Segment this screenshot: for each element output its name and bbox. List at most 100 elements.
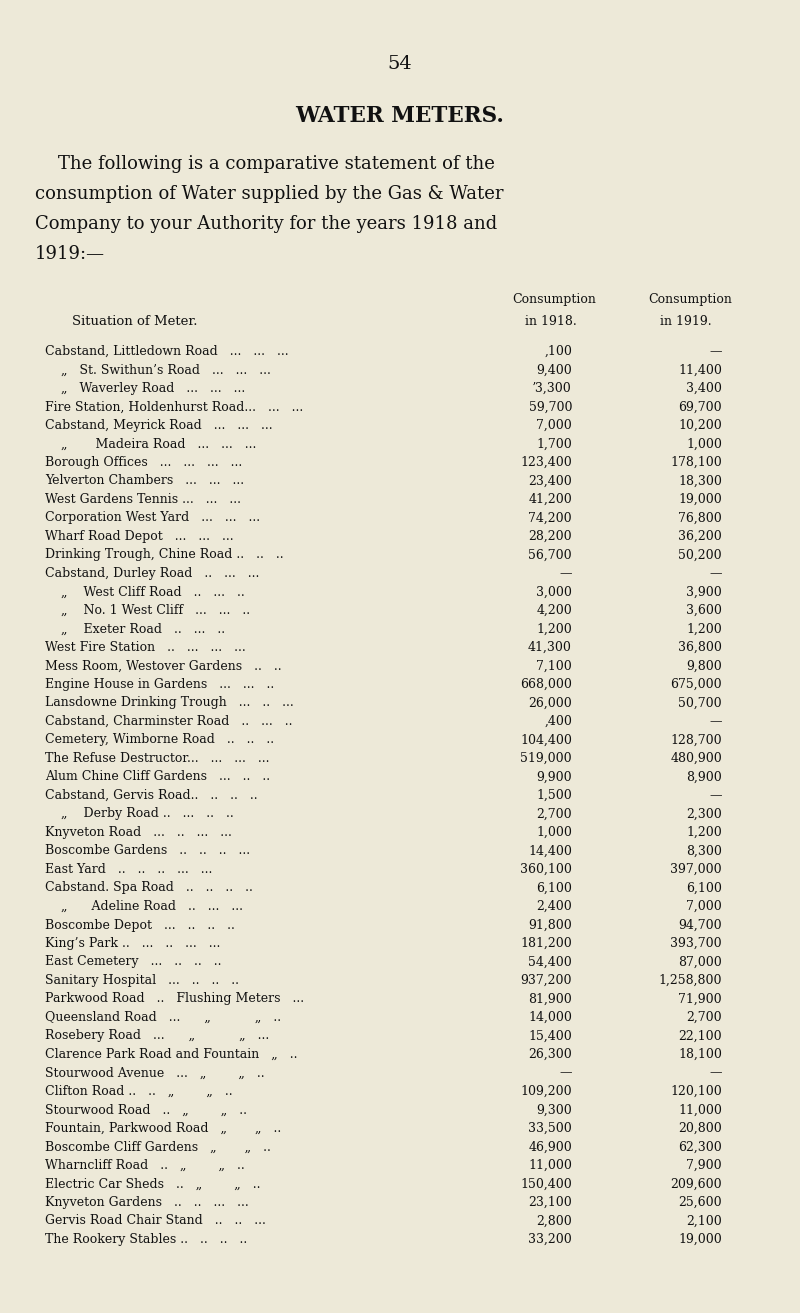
Text: „    Derby Road ..   ...   ..   ..: „ Derby Road .. ... .. ..	[45, 807, 234, 821]
Text: 46,900: 46,900	[528, 1141, 572, 1154]
Text: Cabstand, Gervis Road..   ..   ..   ..: Cabstand, Gervis Road.. .. .. ..	[45, 789, 258, 802]
Text: Cabstand. Spa Road   ..   ..   ..   ..: Cabstand. Spa Road .. .. .. ..	[45, 881, 253, 894]
Text: —: —	[710, 345, 722, 358]
Text: 20,800: 20,800	[678, 1123, 722, 1134]
Text: 18,100: 18,100	[678, 1048, 722, 1061]
Text: 74,200: 74,200	[528, 512, 572, 524]
Text: East Cemetery   ...   ..   ..   ..: East Cemetery ... .. .. ..	[45, 956, 222, 969]
Text: 1,000: 1,000	[536, 826, 572, 839]
Text: 9,400: 9,400	[536, 364, 572, 377]
Text: 28,200: 28,200	[528, 530, 572, 544]
Text: The following is a comparative statement of the: The following is a comparative statement…	[35, 155, 495, 173]
Text: Boscombe Depot   ...   ..   ..   ..: Boscombe Depot ... .. .. ..	[45, 919, 235, 931]
Text: WATER METERS.: WATER METERS.	[295, 105, 505, 127]
Text: —: —	[710, 716, 722, 727]
Text: „    Exeter Road   ..   ...   ..: „ Exeter Road .. ... ..	[45, 622, 225, 635]
Text: Knyveton Road   ...   ..   ...   ...: Knyveton Road ... .. ... ...	[45, 826, 232, 839]
Text: —: —	[710, 567, 722, 580]
Text: ,100: ,100	[544, 345, 572, 358]
Text: 104,400: 104,400	[520, 734, 572, 747]
Text: Stourwood Road   ..   „        „   ..: Stourwood Road .. „ „ ..	[45, 1103, 247, 1116]
Text: West Fire Station   ..   ...   ...   ...: West Fire Station .. ... ... ...	[45, 641, 246, 654]
Text: 23,400: 23,400	[528, 474, 572, 487]
Text: 1,258,800: 1,258,800	[658, 974, 722, 987]
Text: 23,100: 23,100	[528, 1196, 572, 1209]
Text: Drinking Trough, Chine Road ..   ..   ..: Drinking Trough, Chine Road .. .. ..	[45, 549, 284, 562]
Text: Rosebery Road   ...      „           „   ...: Rosebery Road ... „ „ ...	[45, 1029, 270, 1043]
Text: Gervis Road Chair Stand   ..   ..   ...: Gervis Road Chair Stand .. .. ...	[45, 1215, 266, 1228]
Text: 9,800: 9,800	[686, 659, 722, 672]
Text: 1,700: 1,700	[536, 437, 572, 450]
Text: —: —	[559, 567, 572, 580]
Text: 7,100: 7,100	[536, 659, 572, 672]
Text: 26,300: 26,300	[528, 1048, 572, 1061]
Text: 7,000: 7,000	[686, 899, 722, 913]
Text: 14,400: 14,400	[528, 844, 572, 857]
Text: East Yard   ..   ..   ..   ...   ...: East Yard .. .. .. ... ...	[45, 863, 212, 876]
Text: Parkwood Road   ..   Flushing Meters   ...: Parkwood Road .. Flushing Meters ...	[45, 993, 304, 1006]
Text: 36,800: 36,800	[678, 641, 722, 654]
Text: Engine House in Gardens   ...   ...   ..: Engine House in Gardens ... ... ..	[45, 678, 274, 691]
Text: 2,800: 2,800	[536, 1215, 572, 1228]
Text: Knyveton Gardens   ..   ..   ...   ...: Knyveton Gardens .. .. ... ...	[45, 1196, 249, 1209]
Text: „   Waverley Road   ...   ...   ...: „ Waverley Road ... ... ...	[45, 382, 246, 395]
Text: 480,900: 480,900	[670, 752, 722, 765]
Text: 8,900: 8,900	[686, 771, 722, 784]
Text: —: —	[710, 789, 722, 802]
Text: 1919:—: 1919:—	[35, 246, 105, 263]
Text: Wharf Road Depot   ...   ...   ...: Wharf Road Depot ... ... ...	[45, 530, 234, 544]
Text: 25,600: 25,600	[678, 1196, 722, 1209]
Text: 71,900: 71,900	[678, 993, 722, 1006]
Text: 18,300: 18,300	[678, 474, 722, 487]
Text: 393,700: 393,700	[670, 937, 722, 951]
Text: 123,400: 123,400	[520, 456, 572, 469]
Text: „      Adeline Road   ..   ...   ...: „ Adeline Road .. ... ...	[45, 899, 243, 913]
Text: Clarence Park Road and Fountain   „   ..: Clarence Park Road and Fountain „ ..	[45, 1048, 298, 1061]
Text: in 1918.: in 1918.	[525, 315, 577, 328]
Text: Cabstand, Meyrick Road   ...   ...   ...: Cabstand, Meyrick Road ... ... ...	[45, 419, 273, 432]
Text: Fountain, Parkwood Road   „       „   ..: Fountain, Parkwood Road „ „ ..	[45, 1123, 282, 1134]
Text: Boscombe Cliff Gardens   „       „   ..: Boscombe Cliff Gardens „ „ ..	[45, 1141, 271, 1154]
Text: 91,800: 91,800	[528, 919, 572, 931]
Text: Lansdowne Drinking Trough   ...   ..   ...: Lansdowne Drinking Trough ... .. ...	[45, 696, 294, 709]
Text: 1,200: 1,200	[536, 622, 572, 635]
Text: 360,100: 360,100	[520, 863, 572, 876]
Text: in 1919.: in 1919.	[660, 315, 712, 328]
Text: 1,200: 1,200	[686, 826, 722, 839]
Text: 19,000: 19,000	[678, 1233, 722, 1246]
Text: 1,000: 1,000	[686, 437, 722, 450]
Text: 7,000: 7,000	[536, 419, 572, 432]
Text: 54,400: 54,400	[528, 956, 572, 969]
Text: Mess Room, Westover Gardens   ..   ..: Mess Room, Westover Gardens .. ..	[45, 659, 282, 672]
Text: 6,100: 6,100	[536, 881, 572, 894]
Text: 519,000: 519,000	[520, 752, 572, 765]
Text: The Rookery Stables ..   ..   ..   ..: The Rookery Stables .. .. .. ..	[45, 1233, 247, 1246]
Text: 3,600: 3,600	[686, 604, 722, 617]
Text: 4,200: 4,200	[536, 604, 572, 617]
Text: 62,300: 62,300	[678, 1141, 722, 1154]
Text: Cabstand, Durley Road   ..   ...   ...: Cabstand, Durley Road .. ... ...	[45, 567, 259, 580]
Text: consumption of Water supplied by the Gas & Water: consumption of Water supplied by the Gas…	[35, 185, 503, 204]
Text: 9,900: 9,900	[536, 771, 572, 784]
Text: Cemetery, Wimborne Road   ..   ..   ..: Cemetery, Wimborne Road .. .. ..	[45, 734, 274, 747]
Text: Electric Car Sheds   ..   „        „   ..: Electric Car Sheds .. „ „ ..	[45, 1178, 261, 1191]
Text: Corporation West Yard   ...   ...   ...: Corporation West Yard ... ... ...	[45, 512, 260, 524]
Text: „   St. Swithun’s Road   ...   ...   ...: „ St. Swithun’s Road ... ... ...	[45, 364, 271, 377]
Text: —: —	[710, 1066, 722, 1079]
Text: Cabstand, Charminster Road   ..   ...   ..: Cabstand, Charminster Road .. ... ..	[45, 716, 293, 727]
Text: 69,700: 69,700	[678, 400, 722, 414]
Text: 33,200: 33,200	[528, 1233, 572, 1246]
Text: 2,700: 2,700	[536, 807, 572, 821]
Text: Queensland Road   ...      „           „   ..: Queensland Road ... „ „ ..	[45, 1011, 281, 1024]
Text: 33,500: 33,500	[528, 1123, 572, 1134]
Text: 15,400: 15,400	[528, 1029, 572, 1043]
Text: 11,000: 11,000	[528, 1159, 572, 1173]
Text: The Refuse Destructor...   ...   ...   ...: The Refuse Destructor... ... ... ...	[45, 752, 270, 765]
Text: 10,200: 10,200	[678, 419, 722, 432]
Text: 397,000: 397,000	[670, 863, 722, 876]
Text: 56,700: 56,700	[528, 549, 572, 562]
Text: 128,700: 128,700	[670, 734, 722, 747]
Text: Yelverton Chambers   ...   ...   ...: Yelverton Chambers ... ... ...	[45, 474, 244, 487]
Text: 3,400: 3,400	[686, 382, 722, 395]
Text: 50,700: 50,700	[678, 696, 722, 709]
